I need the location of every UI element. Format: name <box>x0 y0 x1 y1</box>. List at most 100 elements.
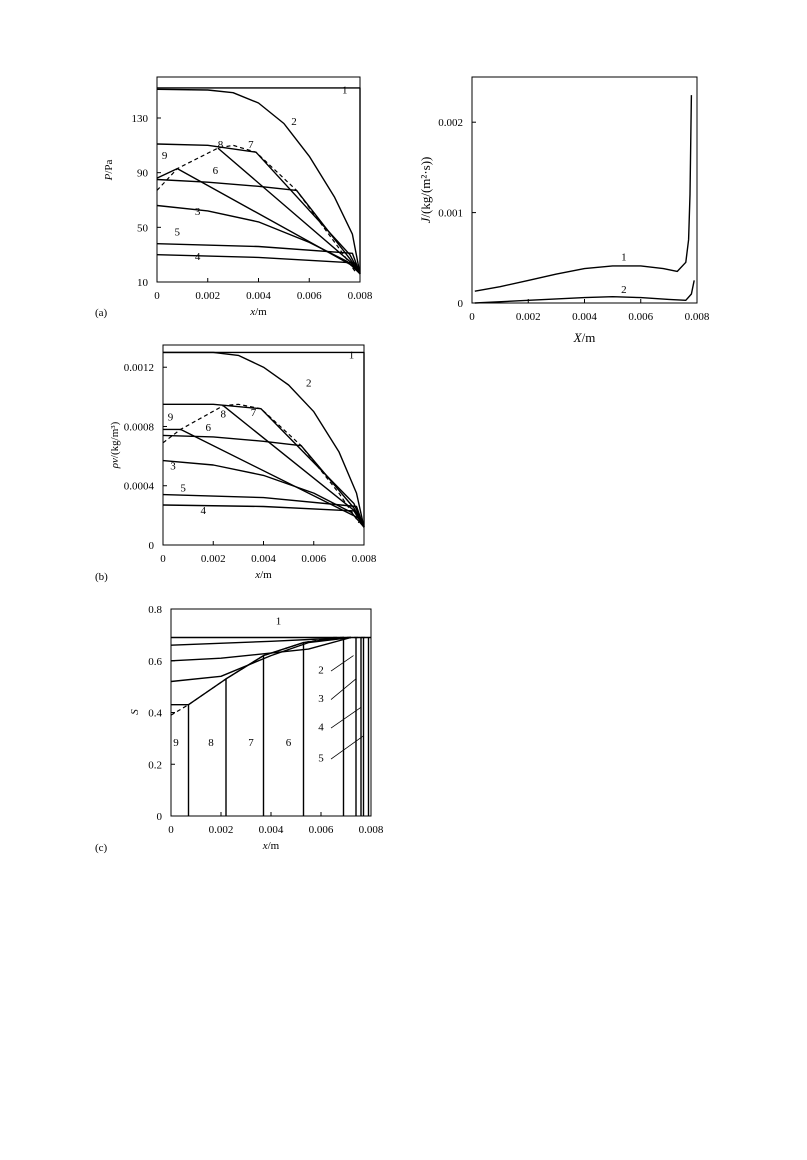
y-tick-label: 0.001 <box>438 208 463 220</box>
curve-6 <box>162 434 365 528</box>
curve-1 <box>157 87 361 274</box>
y-tick-label: 0.4 <box>148 708 162 720</box>
x-axis-label: x/m <box>254 569 272 581</box>
curve-label: 3 <box>318 693 324 705</box>
curve-4 <box>156 254 361 275</box>
curve-label: 5 <box>180 483 186 495</box>
y-tick-label: 0.0012 <box>124 362 154 374</box>
curve-label: 7 <box>248 139 254 151</box>
curve-7 <box>163 403 365 528</box>
curve-line8 <box>217 147 361 275</box>
y-tick-label: 50 <box>137 222 149 234</box>
panel-label: (c) <box>95 842 108 854</box>
y-tick-label: 0 <box>149 540 155 552</box>
y-tick-label: 0.8 <box>148 604 162 616</box>
y-tick-label: 0.6 <box>148 656 162 668</box>
curve-1 <box>474 95 693 292</box>
curve-label: 3 <box>170 460 176 472</box>
curve-label: 3 <box>195 206 201 218</box>
panel-b: 0 0.002 0.004 0.006 0.008 0 0.0004 0.0008 0.0012… <box>95 344 377 583</box>
curve-label: 8 <box>218 139 224 151</box>
curve-label: 9 <box>162 150 168 162</box>
x-tick-label: 0.004 <box>259 824 284 836</box>
x-tick-label: 0.004 <box>572 311 597 323</box>
x-tick-label: 0.004 <box>246 290 271 302</box>
y-tick-label: 0.002 <box>438 117 463 129</box>
curve-label: 9 <box>168 412 174 424</box>
y-tick-label: 10 <box>137 277 149 289</box>
y-axis-label: S <box>129 709 141 715</box>
y-tick-label: 0.2 <box>148 759 162 771</box>
curve-label: 4 <box>195 251 201 263</box>
curve-label: 6 <box>286 737 292 749</box>
curve-4 <box>162 504 365 528</box>
x-tick-label: 0.002 <box>516 311 541 323</box>
curve-6 <box>263 641 305 816</box>
leader-line <box>330 706 362 729</box>
x-axis-label: x/m <box>249 306 267 318</box>
curve-label: 5 <box>318 753 324 765</box>
curve-2 <box>163 351 365 528</box>
curve-label: 1 <box>342 84 348 96</box>
dashed-envelope <box>170 636 366 716</box>
curve-3 <box>156 204 361 275</box>
y-axis-label: P/Pa <box>103 159 115 181</box>
curve-label: 2 <box>621 284 627 296</box>
curve-label: 2 <box>318 665 324 677</box>
x-tick-label: 0.006 <box>309 824 334 836</box>
panel-a: 0 0.002 0.004 0.006 0.008 10 50 90 130 x/m P/Pa (a)… <box>95 76 373 319</box>
curve-label: 2 <box>291 116 297 128</box>
x-tick-label: 0.006 <box>297 290 322 302</box>
x-tick-label: 0.002 <box>195 290 220 302</box>
curve-label: 4 <box>200 505 206 517</box>
curve-7 <box>225 654 265 816</box>
x-tick-label: 0.002 <box>201 553 226 565</box>
y-tick-label: 0.0008 <box>124 421 155 433</box>
x-tick-label: 0.008 <box>348 290 373 302</box>
y-tick-label: 130 <box>132 113 149 125</box>
y-tick-label: 0.0004 <box>124 481 155 493</box>
x-tick-label: 0.004 <box>251 553 276 565</box>
x-tick-label: 0 <box>469 311 475 323</box>
curve-label: 8 <box>221 409 227 421</box>
curve-top2 <box>170 636 352 646</box>
curve-5 <box>156 243 361 275</box>
y-axis-label: J/(kg/(m²·s)) <box>418 157 433 224</box>
curve-label: 9 <box>173 737 179 749</box>
curve-label: 7 <box>248 737 254 749</box>
x-tick-label: 0.006 <box>301 553 326 565</box>
curve-2 <box>474 280 695 304</box>
x-tick-label: 0 <box>168 824 174 836</box>
dashed-envelope <box>162 403 360 524</box>
curve-label: 1 <box>276 616 282 628</box>
curve-2 <box>156 88 361 274</box>
curve-label: 1 <box>621 252 627 264</box>
curve-label: 2 <box>306 377 312 389</box>
leader-line <box>330 735 364 760</box>
curve-top3 <box>170 636 352 662</box>
curve-line8 <box>222 405 365 528</box>
x-tick-label: 0.006 <box>628 311 653 323</box>
y-tick-label: 0 <box>157 811 163 823</box>
curve-label: 5 <box>175 227 181 239</box>
curve-5 <box>162 493 365 528</box>
panel-label: (a) <box>95 307 108 319</box>
curve-label: 8 <box>208 737 214 749</box>
leader-line <box>330 678 357 700</box>
curve-label: 7 <box>251 407 257 419</box>
curve-label: 4 <box>318 722 324 734</box>
curve-label: 6 <box>213 165 219 177</box>
x-axis-label: x/m <box>262 840 280 852</box>
y-tick-label: 0 <box>458 298 464 310</box>
curve-6 <box>156 178 361 275</box>
curve-8 <box>188 678 227 816</box>
x-tick-label: 0 <box>160 553 166 565</box>
x-tick-label: 0.008 <box>685 311 710 323</box>
leader-line <box>330 655 354 672</box>
y-tick-label: 90 <box>137 168 149 180</box>
panel-label: (b) <box>95 571 108 583</box>
curve-top4 <box>170 636 352 683</box>
x-tick-label: 0.008 <box>352 553 377 565</box>
x-tick-label: 0 <box>154 290 160 302</box>
